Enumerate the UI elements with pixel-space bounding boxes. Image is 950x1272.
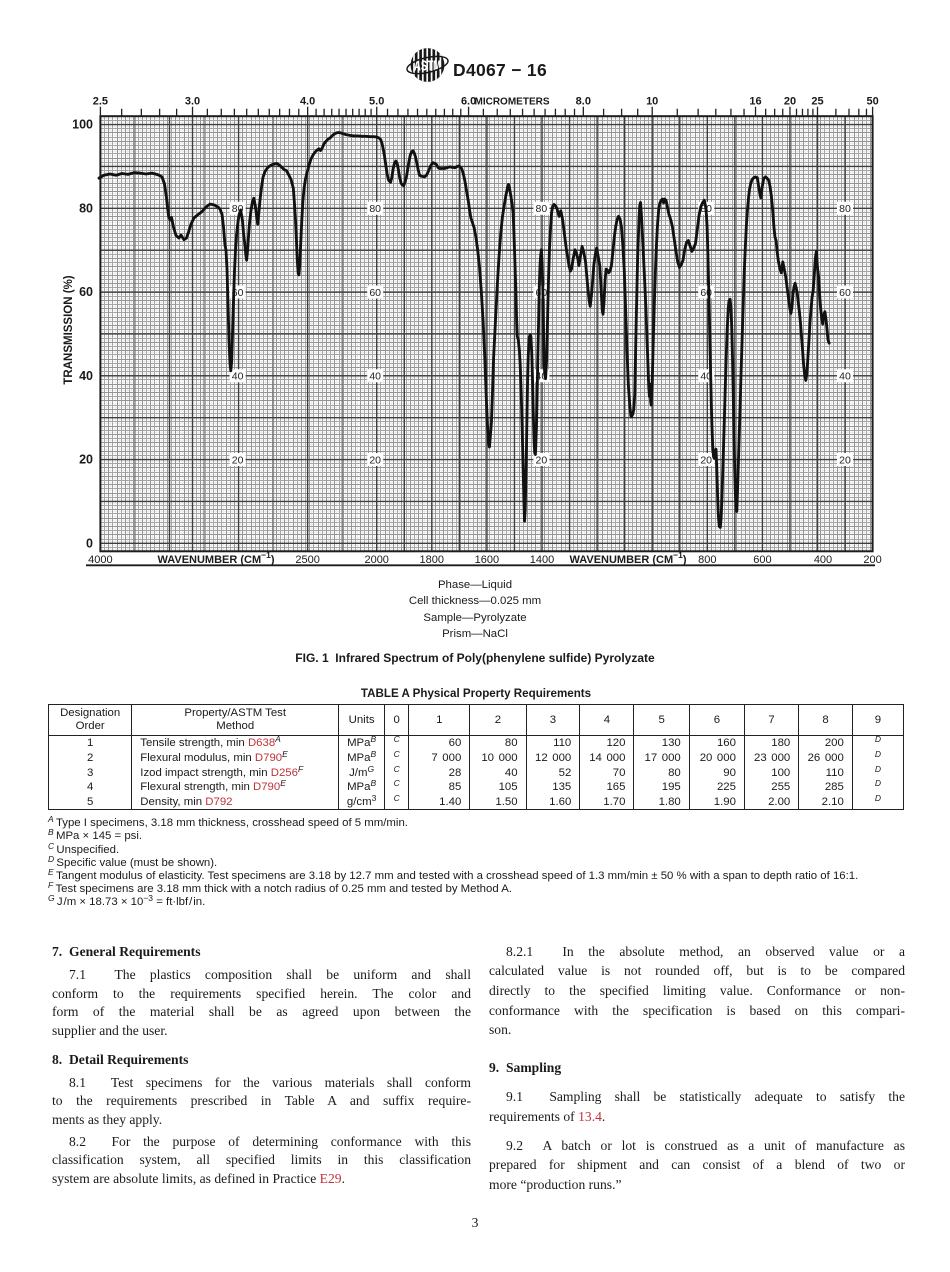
svg-text:600: 600: [753, 554, 771, 566]
svg-text:4000: 4000: [88, 554, 112, 566]
svg-text:40: 40: [369, 371, 381, 383]
svg-text:1800: 1800: [420, 554, 444, 566]
svg-text:TRANSMISSION (%): TRANSMISSION (%): [63, 275, 75, 384]
svg-text:2500: 2500: [295, 554, 319, 566]
svg-text:10: 10: [646, 96, 658, 108]
svg-text:60: 60: [232, 287, 244, 299]
svg-text:3.0: 3.0: [185, 96, 200, 108]
svg-text:60: 60: [369, 287, 381, 299]
svg-text:20: 20: [839, 454, 851, 466]
svg-text:40: 40: [700, 371, 712, 383]
svg-text:0: 0: [86, 536, 93, 550]
svg-text:40: 40: [839, 371, 851, 383]
svg-text:80: 80: [536, 203, 548, 215]
svg-text:2000: 2000: [364, 554, 388, 566]
svg-text:1600: 1600: [475, 554, 499, 566]
svg-text:40: 40: [536, 371, 548, 383]
svg-text:100: 100: [72, 118, 93, 132]
svg-text:WAVENUMBER (CM−1): WAVENUMBER (CM−1): [157, 550, 274, 566]
svg-text:80: 80: [369, 203, 381, 215]
svg-text:40: 40: [232, 371, 244, 383]
svg-text:800: 800: [698, 554, 716, 566]
svg-text:50: 50: [866, 96, 878, 108]
svg-text:MICROMETERS: MICROMETERS: [475, 97, 550, 108]
svg-text:25: 25: [811, 96, 823, 108]
svg-text:200: 200: [863, 554, 881, 566]
svg-text:60: 60: [79, 285, 93, 299]
svg-text:20: 20: [232, 454, 244, 466]
svg-text:5.0: 5.0: [369, 96, 384, 108]
svg-text:20: 20: [784, 96, 796, 108]
svg-text:80: 80: [839, 203, 851, 215]
svg-text:400: 400: [814, 554, 832, 566]
svg-text:20: 20: [700, 454, 712, 466]
svg-text:20: 20: [536, 454, 548, 466]
svg-text:80: 80: [79, 201, 93, 215]
svg-text:20: 20: [79, 453, 93, 467]
svg-text:WAVENUMBER (CM−1): WAVENUMBER (CM−1): [569, 550, 686, 566]
svg-text:40: 40: [79, 369, 93, 383]
svg-text:1400: 1400: [530, 554, 554, 566]
svg-text:60: 60: [700, 287, 712, 299]
svg-text:6.0: 6.0: [461, 96, 476, 108]
svg-text:20: 20: [369, 454, 381, 466]
svg-text:4.0: 4.0: [300, 96, 315, 108]
svg-text:16: 16: [749, 96, 761, 108]
svg-text:80: 80: [232, 203, 244, 215]
svg-text:60: 60: [839, 287, 851, 299]
svg-text:8.0: 8.0: [576, 96, 591, 108]
svg-text:2.5: 2.5: [93, 96, 108, 108]
